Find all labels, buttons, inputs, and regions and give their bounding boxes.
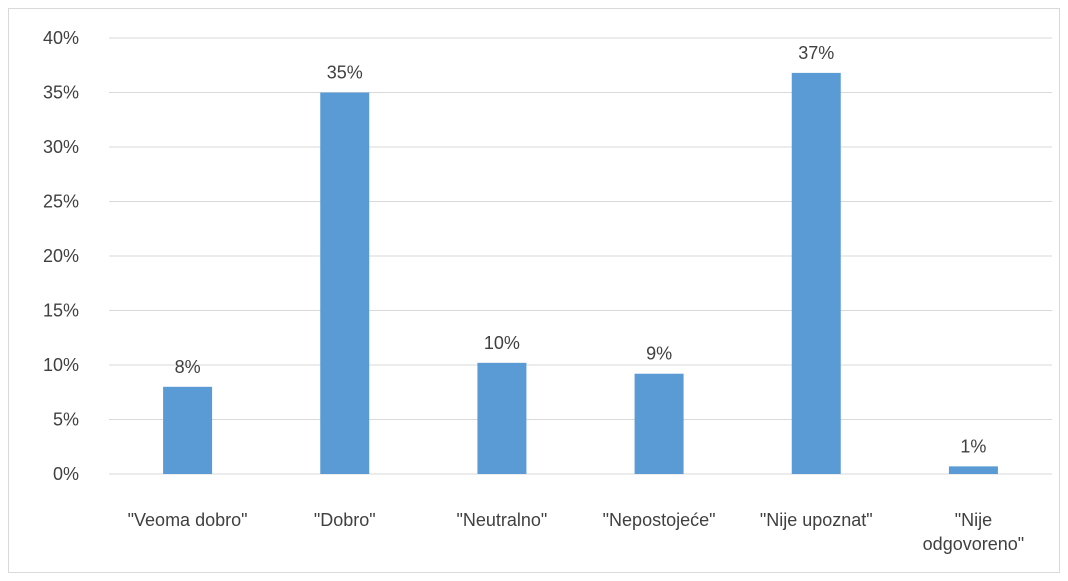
- bar: [791, 72, 841, 474]
- category-label: "Veoma dobro": [128, 510, 248, 530]
- category-label: "Dobro": [314, 510, 376, 530]
- category-label: "Nije: [955, 510, 992, 530]
- category-label: "Nije upoznat": [760, 510, 873, 530]
- y-tick-label: 5%: [53, 410, 79, 430]
- category-label: odgovoreno": [923, 534, 1024, 554]
- data-label: 9%: [646, 344, 672, 364]
- category-label: "Nepostojeće": [603, 510, 716, 530]
- y-tick-label: 20%: [43, 246, 79, 266]
- x-axis-category-labels: "Veoma dobro" "Dobro" "Neutralno" "Nepostoj…: [128, 510, 1025, 554]
- y-tick-label: 10%: [43, 355, 79, 375]
- bar: [320, 92, 370, 474]
- category-label: "Neutralno": [457, 510, 548, 530]
- y-tick-label: 15%: [43, 301, 79, 321]
- data-labels: 8% 35% 10% 9% 37% 1%: [175, 43, 987, 456]
- gridlines: [109, 37, 1052, 475]
- y-tick-label: 35%: [43, 83, 79, 103]
- data-label: 1%: [960, 436, 986, 456]
- data-label: 35%: [327, 63, 363, 83]
- y-tick-label: 40%: [43, 28, 79, 48]
- y-tick-label: 0%: [53, 464, 79, 484]
- data-label: 10%: [484, 333, 520, 353]
- data-label: 37%: [798, 43, 834, 63]
- bar: [477, 362, 527, 474]
- y-axis-tick-labels: 0% 5% 10% 15% 20% 25% 30% 35% 40%: [43, 28, 79, 484]
- y-tick-label: 25%: [43, 192, 79, 212]
- bar: [634, 373, 684, 474]
- bar: [163, 386, 213, 474]
- y-tick-label: 30%: [43, 137, 79, 157]
- bars: [163, 72, 998, 474]
- bar: [948, 466, 998, 474]
- chart-frame: [8, 8, 1060, 573]
- data-label: 8%: [175, 357, 201, 377]
